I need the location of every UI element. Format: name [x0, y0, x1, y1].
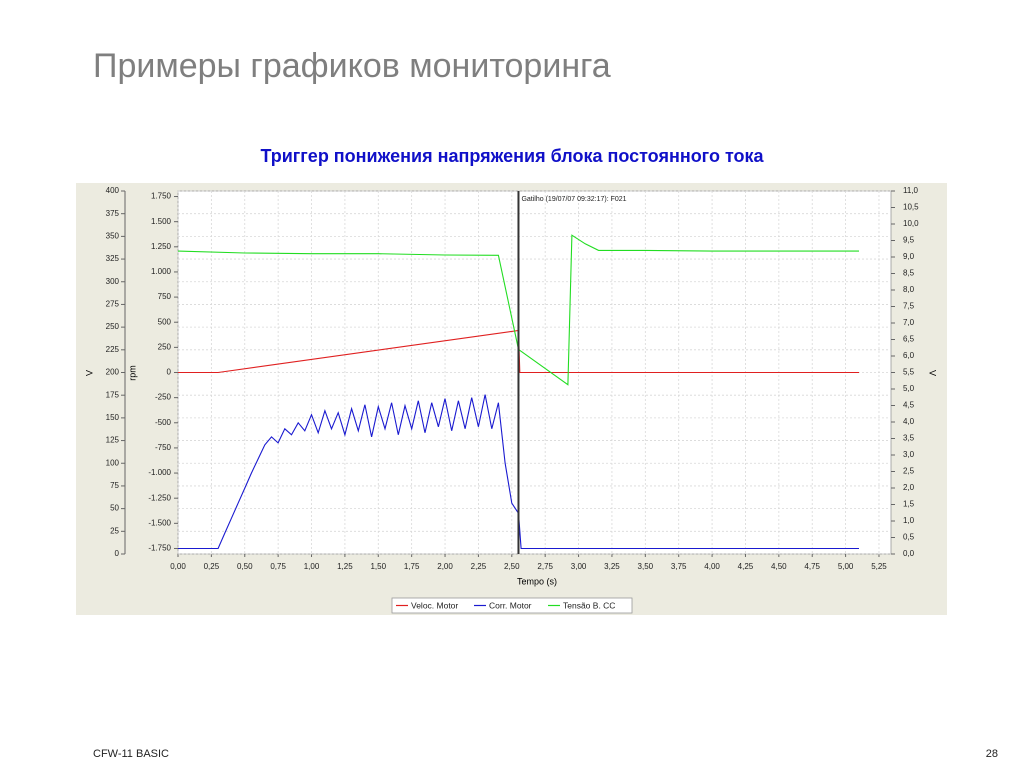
y2-tick-label: 750	[158, 292, 172, 301]
page-number: 28	[986, 748, 998, 760]
chart-title: Триггер понижения напряжения блока посто…	[260, 146, 764, 166]
y3-tick-label: 2,5	[903, 467, 915, 476]
y3-tick-label: 2,0	[903, 483, 915, 492]
x-tick-label: 4,25	[738, 562, 754, 571]
y-tick-label: 175	[106, 390, 120, 399]
y3-tick-label: 3,5	[903, 434, 915, 443]
x-tick-label: 0,25	[204, 562, 220, 571]
x-tick-label: 0,75	[270, 562, 286, 571]
x-tick-label: 3,50	[638, 562, 654, 571]
x-tick-label: 3,75	[671, 562, 687, 571]
y2-tick-label: 1.250	[151, 242, 172, 251]
y3-axis-label: V	[928, 370, 938, 376]
x-tick-label: 2,50	[504, 562, 520, 571]
y3-tick-label: 0,5	[903, 533, 915, 542]
y3-tick-label: 9,0	[903, 252, 915, 261]
y3-tick-label: 10,5	[903, 203, 919, 212]
y3-tick-label: 4,5	[903, 401, 915, 410]
y2-tick-label: 1.750	[151, 192, 172, 201]
x-tick-label: 3,25	[604, 562, 620, 571]
x-tick-label: 5,25	[871, 562, 887, 571]
x-tick-label: 1,75	[404, 562, 420, 571]
y2-tick-label: 250	[158, 342, 172, 351]
y3-tick-label: 3,0	[903, 450, 915, 459]
y-tick-label: 300	[106, 277, 120, 286]
y-tick-label: 325	[106, 254, 120, 263]
legend-label: Tensão B. CC	[563, 600, 615, 610]
x-tick-label: 0,50	[237, 562, 253, 571]
y3-tick-label: 8,0	[903, 285, 915, 294]
x-tick-label: 4,75	[804, 562, 820, 571]
legend-label: Veloc. Motor	[411, 600, 458, 610]
y3-tick-label: 11,0	[903, 186, 919, 195]
y-tick-label: 50	[110, 504, 119, 513]
y-tick-label: 400	[106, 186, 120, 195]
x-tick-label: 1,00	[304, 562, 320, 571]
legend	[391, 597, 633, 614]
y-tick-label: 100	[106, 458, 120, 467]
y2-tick-label: -250	[155, 393, 172, 402]
y3-tick-label: 9,5	[903, 236, 915, 245]
x-tick-label: 4,00	[704, 562, 720, 571]
y2-tick-label: 1.000	[151, 267, 172, 276]
y-tick-label: 125	[106, 436, 120, 445]
y-tick-label: 350	[106, 231, 120, 240]
y2-tick-label: -1.000	[148, 468, 171, 477]
y-tick-label: 25	[110, 526, 119, 535]
y-axis-label: V	[84, 370, 94, 376]
y3-tick-label: 8,5	[903, 269, 915, 278]
y-tick-label: 200	[106, 368, 120, 377]
y2-tick-label: -1.750	[148, 544, 171, 553]
y3-tick-label: 10,0	[903, 219, 919, 228]
y-tick-label: 250	[106, 322, 120, 331]
x-tick-label: 4,50	[771, 562, 787, 571]
y2-tick-label: 0	[167, 368, 172, 377]
y-tick-label: 150	[106, 413, 120, 422]
y-tick-label: 0	[115, 549, 120, 558]
y-tick-label: 75	[110, 481, 119, 490]
series-line	[178, 394, 859, 550]
y-tick-label: 225	[106, 345, 120, 354]
x-tick-label: 5,00	[838, 562, 854, 571]
x-tick-label: 2,75	[537, 562, 553, 571]
y3-tick-label: 6,0	[903, 351, 915, 360]
y3-tick-label: 7,0	[903, 318, 915, 327]
y3-tick-label: 5,0	[903, 384, 915, 393]
y3-tick-label: 4,0	[903, 417, 915, 426]
y3-tick-label: 7,5	[903, 302, 915, 311]
y2-tick-label: -1.500	[148, 518, 171, 527]
x-tick-label: 1,25	[337, 562, 353, 571]
y2-tick-label: -750	[155, 443, 172, 452]
x-tick-label: 2,00	[437, 562, 453, 571]
x-tick-label: 2,25	[471, 562, 487, 571]
y3-tick-label: 0,0	[903, 549, 915, 558]
slide-title: Примеры графиков мониторинга	[93, 47, 611, 85]
y3-tick-label: 1,5	[903, 500, 915, 509]
y3-tick-label: 5,5	[903, 368, 915, 377]
x-tick-label: 1,50	[370, 562, 386, 571]
series-line	[177, 234, 859, 386]
y-tick-label: 375	[106, 209, 120, 218]
y2-axis-label: rpm	[127, 365, 137, 381]
y2-tick-label: -1.250	[148, 493, 171, 502]
y2-tick-label: 500	[158, 317, 172, 326]
y3-tick-label: 1,0	[903, 516, 915, 525]
y2-tick-label: 1.500	[151, 217, 172, 226]
footer: CFW-11 BASIC	[93, 748, 169, 760]
x-axis-label: Tempo (s)	[517, 576, 557, 586]
x-tick-label: 3,00	[571, 562, 587, 571]
y3-tick-label: 6,5	[903, 335, 915, 344]
y2-tick-label: -500	[155, 418, 172, 427]
legend-label: Corr. Motor	[489, 600, 532, 610]
y-tick-label: 275	[106, 300, 120, 309]
trigger-label: Gatilho (19/07/07 09:32:17): F021	[521, 196, 626, 203]
x-tick-label: 0,00	[170, 562, 186, 571]
